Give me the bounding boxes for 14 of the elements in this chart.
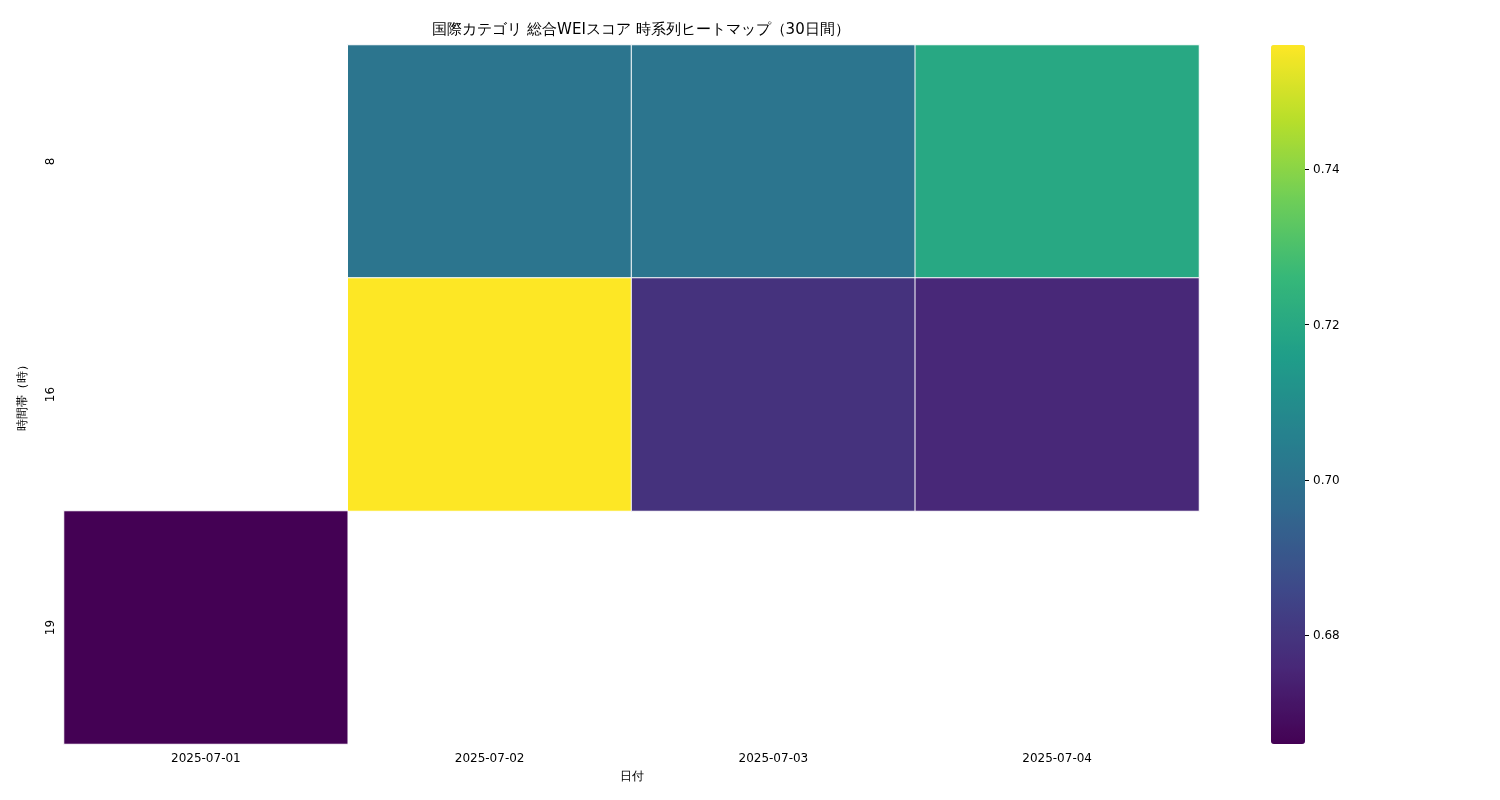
- color-bar-label: 0.68: [1313, 628, 1340, 643]
- y-axis-title: 時間帯（時）: [15, 358, 29, 431]
- y-tick-label: 16: [43, 386, 57, 403]
- color-bar-label: 0.72: [1313, 317, 1340, 332]
- x-tick-label: 2025-07-03: [738, 751, 809, 765]
- y-tick-label: 8: [43, 157, 57, 166]
- x-tick-label: 2025-07-04: [1022, 751, 1092, 765]
- y-tick-label: 19: [43, 619, 57, 636]
- x-tick-label: 2025-07-01: [171, 751, 241, 765]
- color-bar-label: 0.74: [1313, 162, 1340, 177]
- color-bar-label: 0.70: [1313, 472, 1340, 487]
- chart-title: 国際カテゴリ 総合WEIスコア 時系列ヒートマップ（30日間）: [432, 19, 850, 38]
- x-tick-label: 2025-07-02: [454, 751, 525, 765]
- x-axis-title: 日付: [619, 769, 644, 783]
